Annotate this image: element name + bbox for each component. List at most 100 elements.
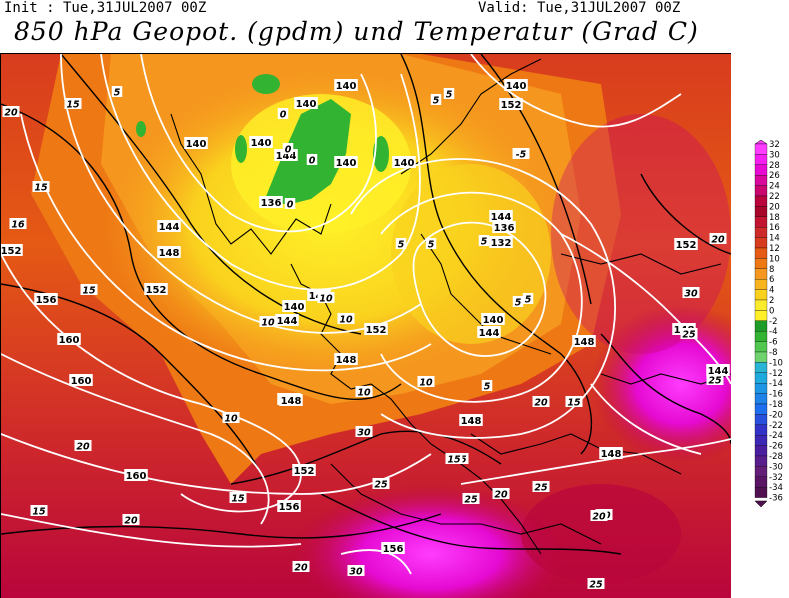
- temperature-label-box: [9, 218, 27, 229]
- legend-level-label: 16: [769, 223, 780, 233]
- geopotential-label: 140: [394, 158, 415, 169]
- legend-swatch: [754, 143, 768, 155]
- geopotential-label: 140: [251, 138, 272, 149]
- geopotential-label-box: [249, 136, 273, 148]
- geopotential-label-box: [57, 333, 81, 345]
- geopotential-label: 140: [506, 81, 527, 92]
- temperature-label-box: [512, 148, 530, 159]
- geopotential-label-box: [477, 326, 501, 338]
- freezing-region: [235, 135, 247, 163]
- temperature-label: 25: [464, 495, 478, 506]
- geopotential-label: 152: [501, 100, 522, 111]
- temperature-label: 20: [4, 108, 18, 119]
- geopotential-label: 144: [491, 212, 512, 223]
- temperature-label-box: [481, 380, 493, 391]
- geopotential-label: 144: [159, 222, 180, 233]
- legend-swatch: [754, 320, 768, 332]
- temperature-label: 15: [32, 507, 46, 518]
- geopotential-label-box: [1, 244, 23, 256]
- temperature-label-box: [284, 198, 296, 209]
- temperature-label-box: [709, 233, 727, 244]
- legend-swatch: [754, 247, 768, 259]
- legend-swatch: [754, 455, 768, 467]
- legend-level-label: -30: [769, 462, 783, 472]
- legend-level-label: -34: [769, 483, 783, 493]
- geopotential-label: 156: [279, 502, 300, 513]
- temperature-label-box: [355, 426, 373, 437]
- temperature-label-box: [682, 287, 700, 298]
- map-svg: 1401401401401401441401361441481521561601…: [1, 54, 731, 598]
- legend-level-label: 28: [769, 161, 780, 171]
- legend-level-label: 14: [769, 234, 780, 244]
- temperature-label-box: [706, 374, 724, 385]
- temperature-label: 20: [711, 235, 725, 246]
- legend-swatch: [754, 424, 768, 436]
- legend-swatch: [754, 393, 768, 405]
- legend-level-label: 20: [769, 202, 780, 212]
- legend-level-label: -18: [769, 400, 783, 410]
- temperature-label: 5: [428, 240, 435, 251]
- legend-swatch: [754, 331, 768, 342]
- geopotential-label-box: [277, 500, 301, 512]
- temperature-label-box: [229, 492, 247, 503]
- legend-level-label: -10: [769, 358, 783, 368]
- geopotential-label-box: [499, 98, 523, 110]
- legend-level-label: -36: [769, 494, 783, 504]
- temperature-label: 30: [349, 567, 363, 578]
- geopotential-label-box: [392, 156, 416, 168]
- geopotential-label: 140: [284, 302, 305, 313]
- geopotential-label: 140: [483, 315, 504, 326]
- hot-region: [591, 304, 731, 464]
- temperature-label-box: [512, 296, 524, 307]
- temperature-label: 15: [34, 183, 48, 194]
- temperature-label-box: [347, 565, 365, 576]
- legend-level-label: 10: [769, 254, 780, 264]
- valid-time: Valid: Tue,31JUL2007 00Z: [478, 0, 681, 16]
- temperature-label: 30: [684, 289, 698, 300]
- legend-swatch: [754, 268, 768, 280]
- isotherms: [1, 54, 731, 555]
- geopotential-label: 140: [336, 158, 357, 169]
- geopotential-label: 132: [491, 238, 512, 249]
- temperature-label-box: [259, 316, 277, 327]
- temperature-label: 5: [481, 237, 488, 248]
- temperature-label: 10: [339, 315, 353, 326]
- temperature-label-box: [306, 154, 318, 165]
- temperature-label-box: [337, 313, 355, 324]
- legend-level-label: -28: [769, 452, 783, 462]
- temperature-label: 5: [433, 96, 440, 107]
- legend-top-arrow: [754, 140, 768, 145]
- legend-swatch: [754, 372, 768, 384]
- geopotential-label: 144: [277, 316, 298, 327]
- temperature-label: 15: [66, 100, 80, 111]
- temperature-label: 5: [525, 295, 532, 306]
- temperature-label-box: [532, 396, 550, 407]
- temperature-label: 0: [285, 145, 292, 156]
- temperature-label: 25: [589, 580, 603, 591]
- geopotential-label-box: [282, 300, 306, 312]
- temperature-label: 0: [309, 156, 316, 167]
- freezing-region: [252, 74, 280, 94]
- geopotential-label: 140: [186, 139, 207, 150]
- temperature-label: 10: [319, 294, 333, 305]
- temperature-label: 20: [592, 512, 606, 523]
- temperature-label-box: [417, 376, 435, 387]
- legend-swatch: [754, 487, 768, 498]
- geopotential-label-box: [489, 236, 513, 248]
- temperature-label-box: [462, 493, 480, 504]
- temperature-label: 20: [294, 563, 308, 574]
- temperature-label: 25: [374, 480, 388, 491]
- legend-level-label: -26: [769, 442, 783, 452]
- init-time: Init : Tue,31JUL2007 00Z: [4, 0, 207, 16]
- geopotential-label: 152: [294, 466, 315, 477]
- legend-level-label: 32: [769, 140, 780, 150]
- legend-bottom-arrow: [754, 500, 768, 508]
- temperature-label: 16: [11, 220, 25, 231]
- geopotential-label: 160: [126, 471, 147, 482]
- legend-swatch: [754, 237, 768, 249]
- legend-swatch: [754, 175, 768, 186]
- geopotential-label: 156: [383, 544, 404, 555]
- legend-level-label: -6: [769, 338, 777, 348]
- legend-swatch: [754, 279, 768, 290]
- legend-swatch: [754, 351, 768, 363]
